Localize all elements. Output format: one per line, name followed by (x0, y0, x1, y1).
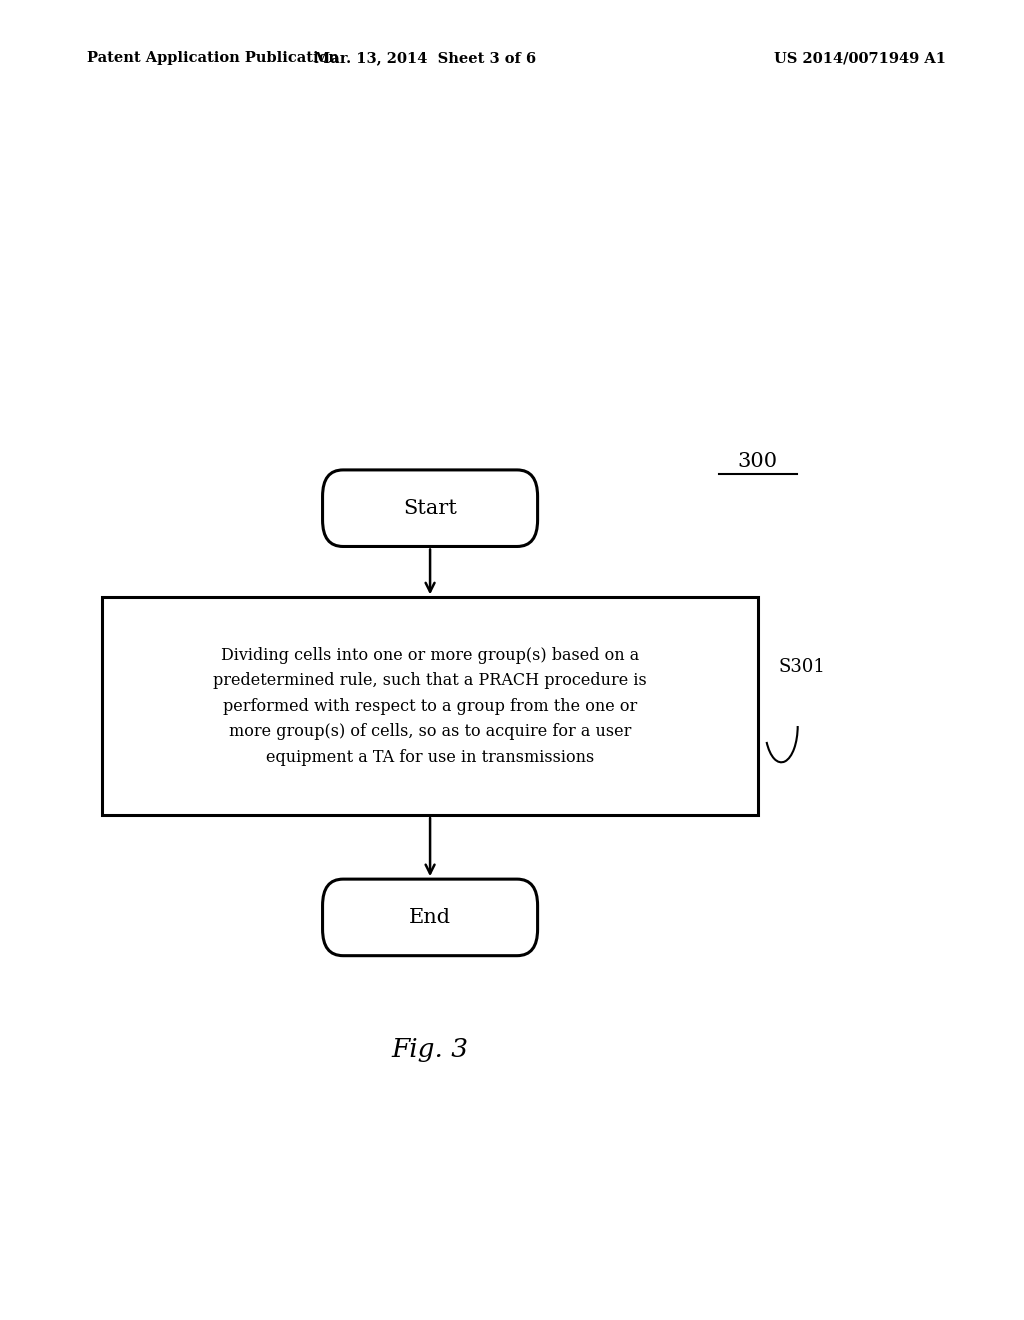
Text: Dividing cells into one or more group(s) based on a
predetermined rule, such tha: Dividing cells into one or more group(s)… (213, 647, 647, 766)
Bar (102, 597, 758, 814)
FancyBboxPatch shape (323, 879, 538, 956)
Text: Start: Start (403, 499, 457, 517)
Text: 300: 300 (737, 453, 778, 471)
Text: End: End (409, 908, 452, 927)
FancyBboxPatch shape (323, 470, 538, 546)
Text: Patent Application Publication: Patent Application Publication (87, 51, 339, 65)
Text: US 2014/0071949 A1: US 2014/0071949 A1 (774, 51, 946, 65)
Text: Fig. 3: Fig. 3 (391, 1038, 469, 1061)
Text: S301: S301 (778, 657, 825, 676)
Text: Mar. 13, 2014  Sheet 3 of 6: Mar. 13, 2014 Sheet 3 of 6 (314, 51, 536, 65)
